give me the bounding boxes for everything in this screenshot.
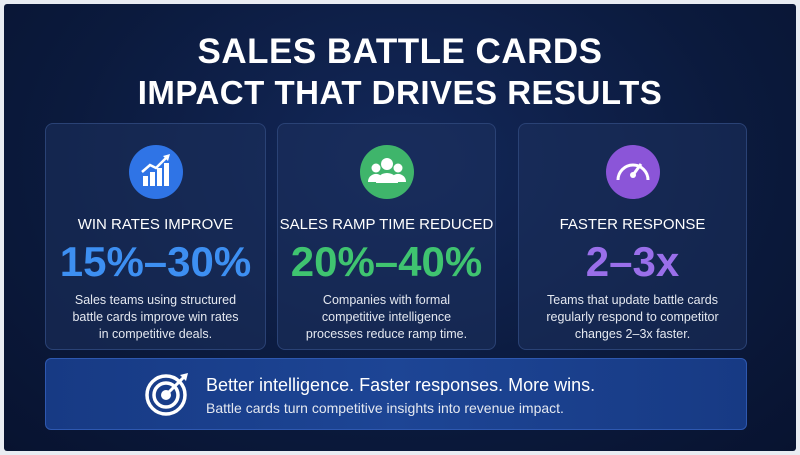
card-label: WIN RATES IMPROVE: [77, 216, 234, 233]
icon: [128, 145, 183, 199]
title: SALES BATTLE CARDS: [197, 32, 603, 71]
card-label: SALES RAMP TIME REDUCED: [279, 216, 494, 233]
description-line: Teams that update battle cards: [547, 293, 718, 307]
description-line: changes 2–3x faster.: [574, 327, 691, 341]
card: SALES RAMP TIME REDUCED 20%–40% Companie…: [277, 123, 496, 350]
description-line: battle cards improve win rates: [72, 310, 239, 324]
card-description: Teams that update battle cards regularly …: [519, 292, 746, 343]
description-line: regularly respond to competitor: [546, 310, 719, 324]
card-description: Companies with formal competitive intelli…: [278, 292, 495, 343]
subtitle: IMPACT THAT DRIVES RESULTS: [137, 74, 663, 111]
footer-headline: Better intelligence. Faster responses. M…: [206, 375, 596, 395]
description-line: Companies with formal: [322, 293, 451, 307]
infographic: SALES BATTLE CARDS IMPACT THAT DRIVES RE…: [4, 4, 796, 451]
footer-text: Battle cards turn competitive insights i…: [206, 400, 564, 416]
target-icon: [145, 373, 188, 416]
icon: [605, 145, 660, 199]
card-label: FASTER RESPONSE: [559, 216, 706, 233]
description-line: competitive intelligence: [321, 310, 452, 324]
card: WIN RATES IMPROVE 15%–30% Sales teams us…: [45, 123, 266, 350]
card: FASTER RESPONSE 2–3x Teams that update b…: [518, 123, 747, 350]
card-description: Sales teams using structured battle cards…: [46, 292, 265, 343]
footer-banner: Better intelligence. Faster responses. M…: [45, 358, 747, 430]
card-stat: 2–3x: [585, 238, 680, 285]
icon: [359, 145, 414, 199]
description-line: processes reduce ramp time.: [305, 327, 468, 341]
description-line: Sales teams using structured: [74, 293, 237, 307]
card-stat: 20%–40%: [290, 238, 483, 285]
description-line: in competitive deals.: [98, 327, 213, 341]
card-stat: 15%–30%: [59, 238, 252, 285]
